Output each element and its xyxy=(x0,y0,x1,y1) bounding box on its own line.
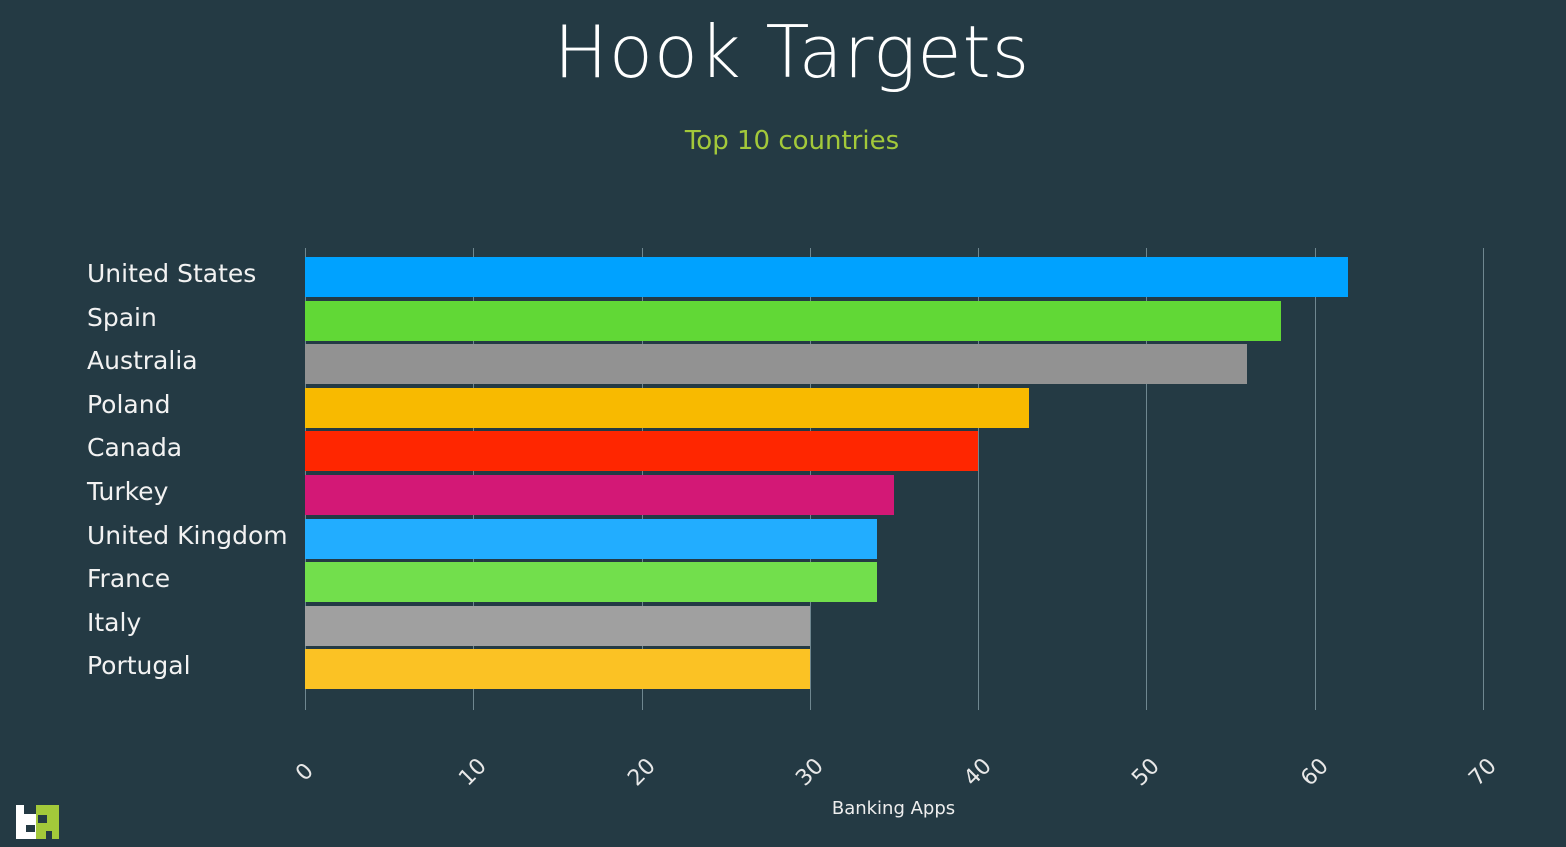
bar-turkey xyxy=(305,475,894,515)
category-label: United Kingdom xyxy=(87,520,288,550)
chart-subtitle: Top 10 countries xyxy=(684,126,900,156)
bar-united-kingdom xyxy=(305,518,878,559)
x-tick-label: 60 xyxy=(1295,753,1334,792)
chart-title: Hook Targets xyxy=(553,10,1031,94)
gridline xyxy=(1314,248,1316,710)
category-label: Italy xyxy=(87,607,142,637)
x-tick-label: 0 xyxy=(291,758,319,787)
x-tick-label: 10 xyxy=(454,753,493,792)
category-label: Poland xyxy=(87,389,171,419)
category-label: Australia xyxy=(87,346,198,376)
x-tick-label: 70 xyxy=(1464,753,1502,792)
category-label: Canada xyxy=(87,433,183,463)
brand-logo-icon xyxy=(16,805,59,839)
x-tick-label: 50 xyxy=(1127,753,1166,792)
category-label: United States xyxy=(87,259,257,288)
bar-portugal xyxy=(305,649,810,690)
gridline xyxy=(1483,248,1484,710)
bar-spain xyxy=(305,300,1282,341)
bar-australia xyxy=(305,344,1248,385)
gridline xyxy=(978,248,980,710)
bar-canada xyxy=(305,431,979,472)
x-tick-label: 40 xyxy=(959,753,997,792)
category-label: Portugal xyxy=(87,651,191,681)
category-label: Turkey xyxy=(87,477,169,506)
category-label: Spain xyxy=(87,302,157,332)
bar-italy xyxy=(305,605,810,646)
gridline xyxy=(1146,248,1148,710)
x-tick-label: 20 xyxy=(622,753,661,792)
category-label: France xyxy=(87,564,171,594)
plot-area xyxy=(305,248,1484,710)
bar-poland xyxy=(305,387,1029,428)
x-axis-label: Banking Apps xyxy=(831,798,956,819)
bar-france xyxy=(305,562,878,603)
bar-united-states xyxy=(305,257,1349,297)
x-tick-label: 30 xyxy=(791,753,829,792)
